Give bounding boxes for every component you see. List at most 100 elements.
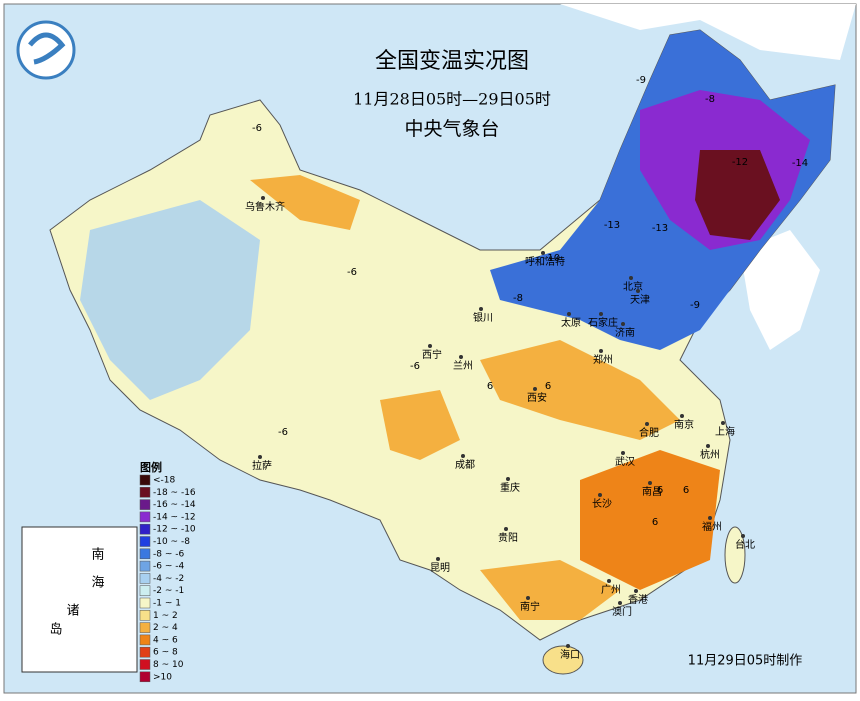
- city-label: 广州: [601, 584, 621, 596]
- city-label: 合肥: [639, 426, 659, 439]
- temperature-value: 6: [657, 485, 663, 496]
- temperature-value: 6: [652, 517, 658, 528]
- inset-label: 岛: [49, 622, 62, 638]
- city-dot: [258, 455, 262, 459]
- city-dot: [618, 601, 622, 605]
- legend-label: 6 ~ 8: [153, 648, 178, 658]
- city-dot: [634, 589, 638, 593]
- legend-swatch: [139, 671, 151, 683]
- city-label: 武汉: [615, 455, 635, 468]
- temperature-value: -13: [604, 220, 620, 231]
- footer: 11月29日05时制作: [688, 654, 803, 669]
- temperature-value: 6: [683, 485, 689, 496]
- city-label: 海口: [560, 648, 580, 661]
- city-dot: [599, 349, 603, 353]
- city-dot: [708, 516, 712, 520]
- city-label: 香港: [628, 594, 648, 606]
- city-label: 南宁: [520, 600, 540, 613]
- legend-label: 1 ~ 2: [153, 611, 178, 621]
- city-label: 福州: [702, 520, 722, 533]
- temperature-value: -13: [652, 223, 668, 234]
- legend-label: -16 ~ -14: [153, 500, 196, 510]
- period: 11月28日05时—29日05时: [353, 90, 551, 109]
- temperature-value: -14: [792, 158, 808, 169]
- city-dot: [598, 493, 602, 497]
- legend-label: 4 ~ 6: [153, 635, 178, 645]
- legend-swatch: [139, 499, 151, 510]
- legend-label: -14 ~ -12: [153, 512, 196, 522]
- city-label: 呼和浩特: [525, 256, 565, 268]
- legend-label: -18 ~ -16: [153, 488, 196, 498]
- temperature-value: -6: [252, 123, 262, 134]
- city-dot: [459, 355, 463, 359]
- city-label: 天津: [630, 294, 650, 306]
- legend-swatch: [139, 474, 151, 486]
- city-dot: [599, 312, 603, 316]
- city-label: 上海: [715, 425, 735, 438]
- cool-field: [80, 200, 260, 400]
- south-sea-inset: [21, 526, 138, 673]
- legend-label: 8 ~ 10: [153, 660, 184, 670]
- city-dot: [526, 596, 530, 600]
- legend-swatch: [139, 573, 151, 584]
- title: 全国变温实况图: [375, 49, 529, 74]
- warm-field: [480, 340, 680, 440]
- legend-label: -1 ~ 1: [153, 599, 181, 609]
- temperature-value: -12: [732, 157, 748, 168]
- temperature-value: -8: [705, 94, 715, 105]
- legend-label: >10: [153, 672, 172, 682]
- city-dot: [461, 454, 465, 458]
- city-label: 郑州: [593, 353, 613, 366]
- city-label: 重庆: [500, 481, 520, 494]
- city-label: 银川: [473, 311, 493, 324]
- hainan: [542, 645, 584, 675]
- legend-swatch: [139, 597, 151, 609]
- city-label: 北京: [623, 280, 643, 293]
- city-dot: [261, 196, 265, 200]
- warm-field: [480, 560, 620, 620]
- city-label: 拉萨: [252, 459, 272, 472]
- temperature-value: -10: [544, 253, 560, 264]
- legend-swatch: [139, 646, 151, 658]
- legend-swatch: [139, 659, 151, 670]
- legend-label: -8 ~ -6: [153, 549, 184, 559]
- legend-label: -2 ~ -1: [153, 586, 184, 596]
- city-dot: [428, 344, 432, 348]
- warm-field: [250, 175, 360, 230]
- legend-swatch: [139, 511, 151, 523]
- city-dot: [648, 481, 652, 485]
- legend-label: -6 ~ -4: [153, 562, 184, 572]
- warm-field: [580, 450, 720, 590]
- city-dot: [566, 644, 570, 648]
- city-label: 西安: [527, 391, 547, 404]
- city-dot: [721, 421, 725, 425]
- legend-label: 2 ~ 4: [153, 623, 178, 633]
- city-dot: [436, 557, 440, 561]
- city-dot: [567, 312, 571, 316]
- city-dot: [479, 307, 483, 311]
- legend-swatch: [139, 536, 151, 547]
- city-dot: [645, 422, 649, 426]
- temperature-value: -9: [690, 300, 700, 311]
- legend-label: -4 ~ -2: [153, 574, 184, 584]
- city-label: 长沙: [592, 498, 612, 510]
- taiwan: [724, 526, 746, 584]
- inset-label: 海: [91, 576, 104, 591]
- land-outside: [4, 4, 856, 60]
- city-dot: [636, 289, 640, 293]
- city-dot: [706, 444, 710, 448]
- warm-field: [380, 390, 460, 460]
- city-dot: [680, 414, 684, 418]
- temperature-value: -8: [513, 293, 523, 304]
- inset-label: 南: [91, 547, 104, 563]
- city-label: 兰州: [453, 359, 473, 372]
- legend-label: -12 ~ -10: [153, 525, 196, 535]
- city-dot: [504, 527, 508, 531]
- inset-label: 诸: [66, 604, 79, 619]
- city-label: 乌鲁木齐: [245, 200, 285, 213]
- city-dot: [741, 534, 745, 538]
- city-dot: [621, 451, 625, 455]
- legend-swatch: [139, 548, 151, 560]
- city-label: 南京: [674, 418, 694, 431]
